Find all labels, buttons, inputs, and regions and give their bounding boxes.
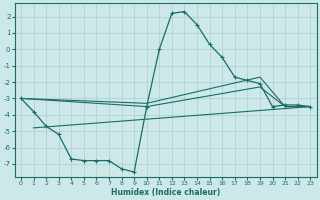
X-axis label: Humidex (Indice chaleur): Humidex (Indice chaleur) [111,188,220,197]
